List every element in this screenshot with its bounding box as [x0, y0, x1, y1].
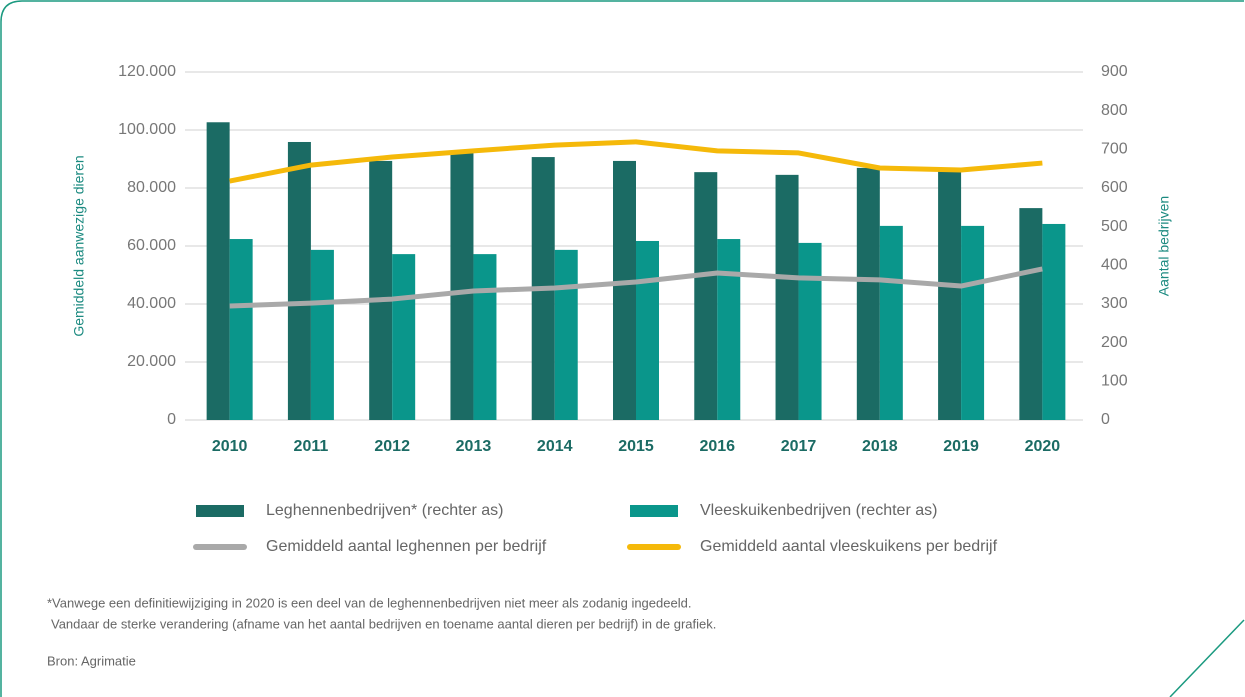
footnote: Vandaar de sterke verandering (afname va… — [51, 616, 716, 631]
y-tick-label: 120.000 — [118, 63, 176, 80]
legend-label: Leghennenbedrijven* (rechter as) — [266, 502, 503, 519]
line — [229, 139, 1043, 184]
y-tick-label: 80.000 — [127, 179, 176, 196]
bar — [206, 122, 230, 421]
x-tick-label: 2011 — [294, 438, 329, 455]
x-tick-label: 2010 — [212, 438, 248, 455]
bar — [798, 242, 822, 420]
legend-label: Gemiddeld aantal vleeskuikens per bedrij… — [700, 538, 998, 555]
x-tick-label: 2015 — [618, 438, 654, 455]
y2-tick-label: 500 — [1101, 218, 1128, 235]
bar — [636, 240, 659, 420]
bar — [369, 160, 393, 420]
legend-label: Vleeskuikenbedrijven (rechter as) — [700, 502, 937, 519]
x-tick-label: 2016 — [699, 438, 735, 455]
x-tick-label: 2017 — [781, 438, 817, 455]
y2-tick-label: 400 — [1101, 257, 1128, 274]
bar — [775, 174, 799, 420]
x-tick-label: 2020 — [1025, 438, 1061, 455]
x-tick-label: 2013 — [456, 438, 492, 455]
legend-swatch — [630, 505, 678, 517]
bar — [694, 172, 718, 420]
y-tick-label: 40.000 — [127, 295, 176, 312]
y2-tick-label: 700 — [1101, 141, 1128, 158]
y-axis-title: Gemiddeld aanwezige dieren — [71, 155, 87, 336]
y2-tick-label: 100 — [1101, 373, 1128, 390]
bar — [613, 160, 636, 420]
bar — [229, 239, 253, 420]
y2-tick-label: 0 — [1101, 411, 1110, 428]
y2-tick-label: 800 — [1101, 102, 1128, 119]
bar — [287, 141, 311, 420]
bar — [310, 249, 334, 420]
bar — [879, 225, 903, 420]
legend-swatch — [196, 505, 244, 517]
corner-line — [1169, 619, 1245, 697]
y-tick-label: 60.000 — [127, 237, 176, 254]
y-tick-label: 0 — [167, 411, 176, 428]
y2-tick-label: 900 — [1101, 63, 1128, 80]
bar — [856, 167, 880, 420]
bar — [1019, 208, 1043, 420]
y2-tick-label: 200 — [1101, 334, 1128, 351]
bar — [938, 170, 962, 420]
bar — [392, 254, 416, 420]
x-tick-label: 2018 — [862, 438, 898, 455]
y-tick-label: 100.000 — [118, 121, 176, 138]
legend-label: Gemiddeld aantal leghennen per bedrijf — [266, 538, 547, 555]
bar — [961, 225, 985, 420]
bar — [450, 152, 474, 421]
bar — [473, 254, 497, 420]
bar — [554, 249, 578, 420]
y-tick-label: 20.000 — [127, 353, 176, 370]
source: Bron: Agrimatie — [47, 653, 136, 668]
y2-axis-title: Aantal bedrijven — [1156, 196, 1172, 296]
bar — [717, 239, 741, 420]
x-tick-label: 2014 — [537, 438, 573, 455]
footnote: *Vanwege een definitiewijziging in 2020 … — [47, 595, 691, 610]
bar — [1042, 223, 1066, 420]
x-tick-label: 2019 — [943, 438, 979, 455]
y2-tick-label: 300 — [1101, 295, 1128, 312]
line — [229, 266, 1043, 309]
x-tick-label: 2012 — [374, 438, 410, 455]
y2-tick-label: 600 — [1101, 179, 1128, 196]
